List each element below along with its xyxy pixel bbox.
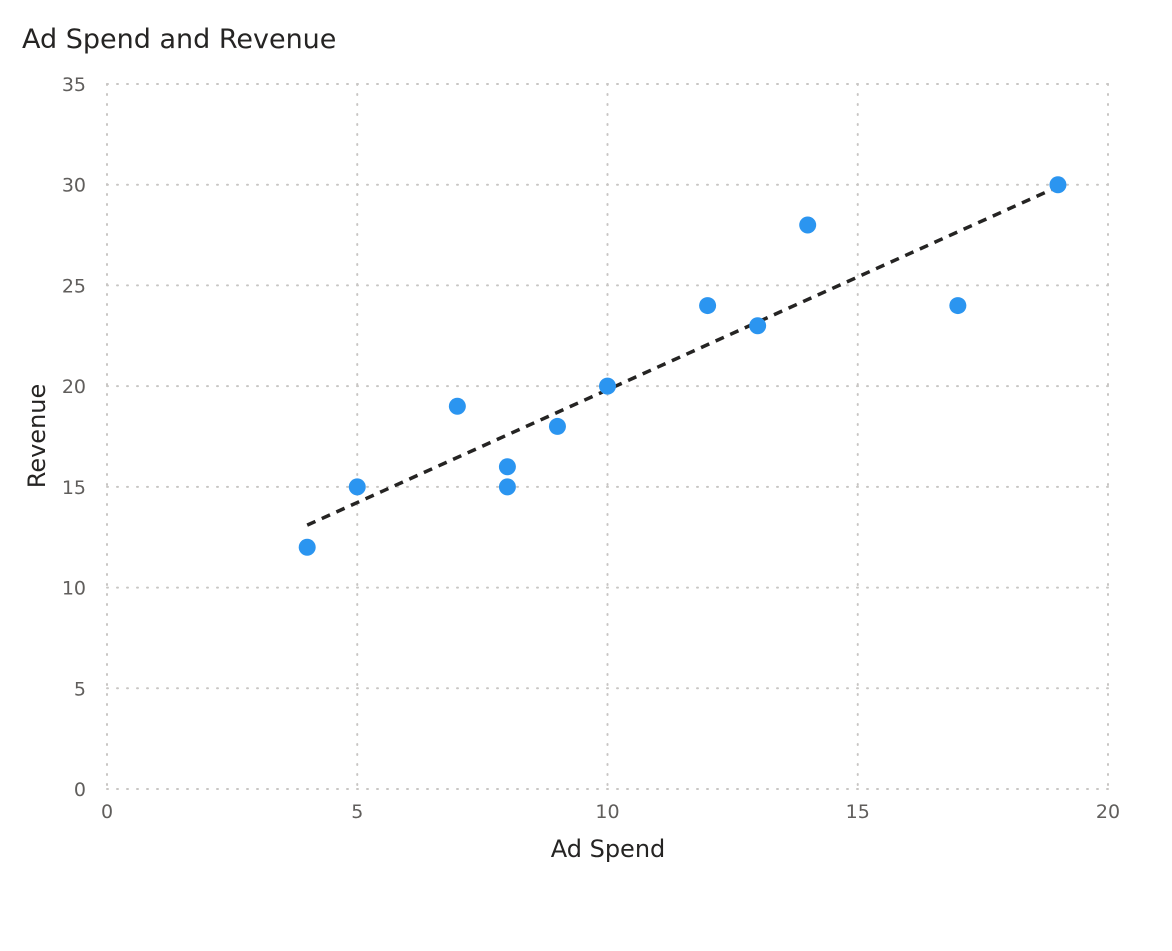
data-point[interactable]	[548, 417, 566, 435]
gridlines	[106, 83, 1109, 790]
trendline-layer	[306, 185, 1059, 527]
x-tick-label: 10	[595, 801, 619, 823]
x-axis-ticks: 0 5 10 15 20	[101, 801, 1120, 823]
x-tick-label: 0	[101, 801, 113, 823]
trendline	[306, 185, 1059, 527]
data-point[interactable]	[348, 478, 366, 496]
data-point[interactable]	[799, 216, 817, 234]
data-points	[298, 176, 1067, 556]
chart-title: Ad Spend and Revenue	[22, 24, 336, 55]
data-point[interactable]	[749, 317, 767, 335]
data-point[interactable]	[498, 478, 516, 496]
y-tick-label: 5	[74, 678, 86, 700]
y-tick-label: 25	[62, 275, 86, 297]
y-tick-label: 35	[62, 74, 86, 96]
x-tick-label: 5	[351, 801, 363, 823]
y-tick-label: 15	[62, 477, 86, 499]
data-point[interactable]	[1049, 176, 1067, 194]
data-point[interactable]	[949, 297, 967, 315]
y-axis-ticks: 0 5 10 15 20 25 30 35	[62, 74, 86, 801]
data-point[interactable]	[448, 397, 466, 415]
y-tick-label: 10	[62, 578, 86, 600]
data-point[interactable]	[599, 377, 616, 395]
y-tick-label: 0	[74, 779, 86, 801]
x-tick-label: 20	[1096, 801, 1120, 823]
data-point[interactable]	[498, 458, 516, 476]
y-tick-label: 30	[62, 175, 86, 197]
data-point[interactable]	[699, 297, 717, 315]
y-tick-label: 20	[62, 376, 86, 398]
y-axis-label: Revenue	[23, 384, 51, 489]
x-axis-label: Ad Spend	[551, 835, 666, 863]
x-tick-label: 15	[846, 801, 870, 823]
data-point[interactable]	[298, 538, 316, 556]
